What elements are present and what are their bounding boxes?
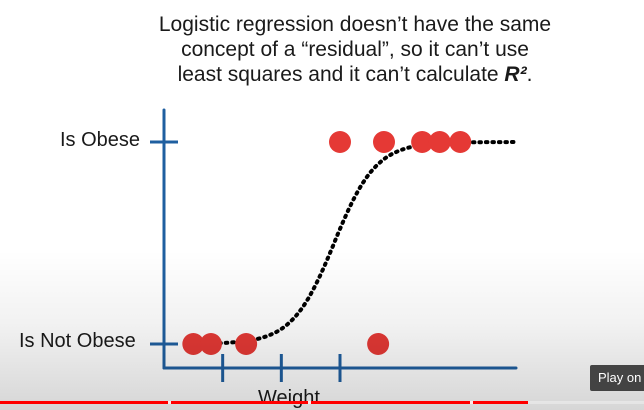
logistic-curve [191, 140, 518, 346]
chapter-marker [470, 401, 473, 404]
data-point [199, 333, 222, 355]
caption-line-3: least squares and it can’t calculate R². [120, 62, 590, 87]
progress-fill [0, 401, 529, 404]
slide-caption: Logistic regression doesn’t have the sam… [120, 12, 590, 87]
progress-bar[interactable] [0, 401, 644, 404]
data-point [411, 131, 434, 153]
chapter-marker [168, 401, 171, 404]
data-point [373, 131, 395, 153]
data-point [428, 131, 451, 153]
r-squared-term: R² [504, 63, 527, 86]
data-points [182, 131, 472, 355]
caption-line-1: Logistic regression doesn’t have the sam… [158, 13, 552, 36]
caption-line-2: concept of a “residual”, so it can’t use [181, 38, 529, 61]
caption-period: . [526, 63, 533, 86]
data-point [367, 333, 390, 355]
y-tick-label-obese: Is Obese [60, 129, 141, 151]
data-point [329, 131, 351, 153]
data-point [182, 333, 205, 355]
data-point [449, 131, 472, 153]
x-axis-label: Weight [258, 387, 320, 409]
play-on-button[interactable]: Play on [590, 365, 644, 391]
y-tick-label-not-obese: Is Not Obese [19, 330, 136, 352]
chapter-marker [308, 401, 311, 404]
chart-axes [150, 108, 518, 382]
caption-line-3-text: least squares and it can’t calculate [177, 63, 505, 86]
data-point [235, 333, 258, 355]
